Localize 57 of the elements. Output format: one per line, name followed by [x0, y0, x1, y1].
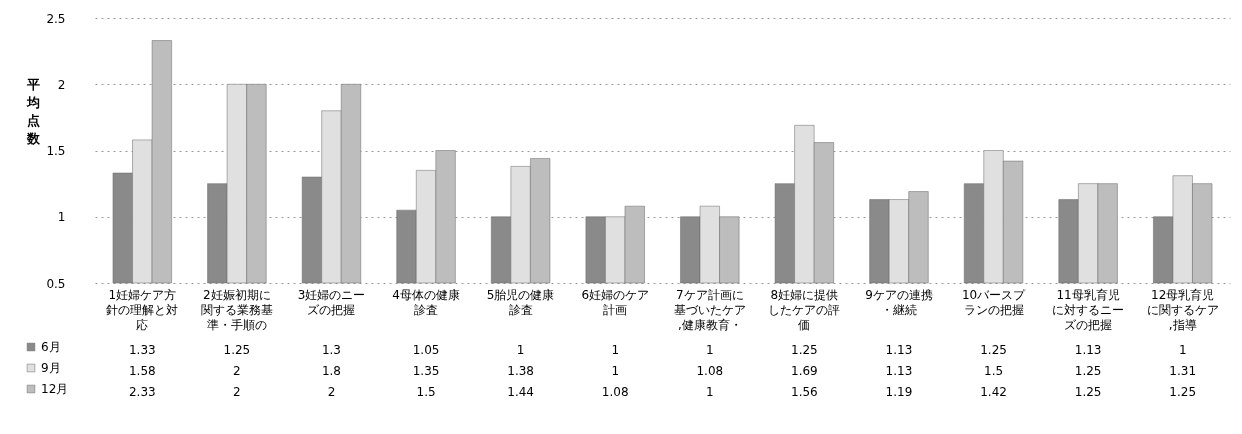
- data-label: 1: [611, 343, 620, 357]
- data-label: 1.35: [412, 364, 440, 378]
- data-label: 1.5: [416, 385, 436, 399]
- x-tick-label: 6妊婦のケア計画: [581, 287, 650, 317]
- x-tick-label: 3妊婦のニーズの把握: [297, 287, 366, 317]
- data-label: 1.56: [791, 385, 818, 399]
- data-label: 1.31: [1169, 364, 1197, 378]
- data-label: 2: [233, 385, 241, 399]
- legend-label: 12月: [41, 382, 69, 396]
- data-label: 1: [705, 385, 714, 399]
- x-tick-label: 7ケア計画に基づいたケア,健康教育・: [673, 287, 746, 332]
- data-label: 1.13: [885, 343, 913, 357]
- data-label: 2.33: [128, 385, 156, 399]
- x-tick-label: 1妊婦ケア方針の理解と対応: [106, 287, 179, 332]
- data-label: 1.25: [1074, 385, 1102, 399]
- data-label: 2: [327, 385, 336, 399]
- data-label: 1.25: [1074, 364, 1102, 378]
- data-label: 1.8: [321, 364, 342, 378]
- data-label: 1.3: [321, 343, 342, 357]
- data-label: 1.08: [696, 364, 724, 378]
- data-label: 1.13: [885, 364, 913, 378]
- x-tick-label: 10バースプランの把握: [961, 287, 1027, 317]
- data-label: 1.19: [885, 385, 913, 399]
- data-label: 1: [516, 343, 525, 357]
- x-tick-label: 9ケアの連携・継続: [865, 287, 933, 317]
- legend-label: 9月: [41, 361, 61, 375]
- x-tick-label: 5胎児の健康診査: [486, 287, 555, 317]
- data-label: 1.5: [983, 364, 1004, 378]
- y-tick-label: 1: [57, 210, 66, 225]
- data-label: 1.08: [601, 385, 629, 399]
- y-tick-label: 2.5: [46, 11, 66, 26]
- x-tick-label: 2妊娠初期に関する業務基準・手順の: [200, 287, 273, 332]
- data-label: 1.25: [791, 343, 818, 357]
- y-tick-label: 0.5: [46, 276, 66, 291]
- y-tick-label: 1.5: [46, 144, 66, 158]
- data-label: 1.33: [128, 343, 156, 357]
- data-label: 1.42: [980, 385, 1007, 399]
- x-tick-label: 4母体の健康診査: [392, 287, 460, 317]
- y-axis-title: 平均点数: [26, 76, 41, 146]
- data-label: 1.69: [791, 364, 818, 378]
- y-tick-label: 2: [57, 77, 66, 92]
- data-label: 1.13: [1074, 343, 1102, 357]
- data-label: 1.05: [412, 343, 440, 357]
- x-tick-label: 11母乳育児に対するニーズの把握: [1052, 287, 1125, 332]
- data-label: 1: [705, 343, 714, 357]
- data-label: 2: [233, 364, 241, 378]
- data-label: 1.44: [507, 385, 534, 399]
- data-label: 1.25: [980, 343, 1007, 357]
- x-tick-label: 12母乳育児に関するケア,指導: [1146, 287, 1219, 332]
- data-label: 1: [611, 364, 620, 378]
- x-tick-label: 8妊婦に提供したケアの評価: [768, 287, 841, 332]
- data-label: 1: [1178, 343, 1187, 357]
- data-label: 1.58: [128, 364, 156, 378]
- data-label: 1.25: [1169, 385, 1197, 399]
- data-label: 1.38: [507, 364, 534, 378]
- data-label: 1.25: [223, 343, 251, 357]
- legend-label: 6月: [41, 340, 61, 354]
